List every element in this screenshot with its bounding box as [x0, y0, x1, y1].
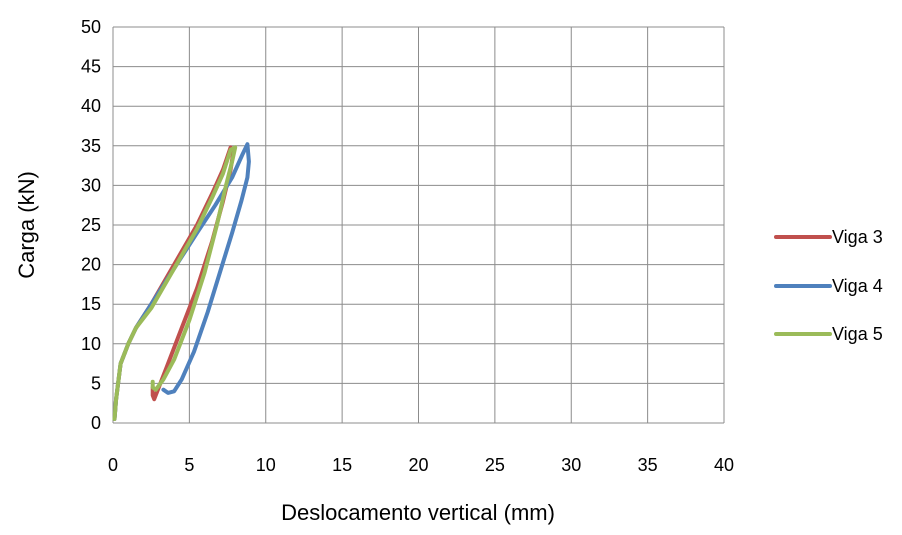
- x-tick-label: 15: [332, 455, 352, 475]
- y-tick-label: 25: [81, 215, 101, 235]
- legend: Viga 3 Viga 4 Viga 5: [774, 227, 883, 344]
- legend-label: Viga 4: [832, 276, 883, 296]
- y-tick-label: 35: [81, 136, 101, 156]
- legend-label: Viga 3: [832, 227, 883, 247]
- x-tick-label: 40: [714, 455, 734, 475]
- y-tick-label: 15: [81, 294, 101, 314]
- x-axis-title: Deslocamento vertical (mm): [281, 500, 555, 525]
- y-tick-label: 30: [81, 175, 101, 195]
- legend-label: Viga 5: [832, 324, 883, 344]
- series-lines: [112, 142, 251, 421]
- y-tick-label: 40: [81, 96, 101, 116]
- x-tick-label: 5: [184, 455, 194, 475]
- x-tick-label: 20: [408, 455, 428, 475]
- x-tick-label: 10: [256, 455, 276, 475]
- tick-labels: 0 5 10 15 20 25 30 35 40 45 50 0 5 10 15 20 25 30 35 40: [81, 17, 734, 475]
- series-line-viga-5: [112, 145, 238, 421]
- y-tick-label: 5: [91, 373, 101, 393]
- y-tick-label: 20: [81, 255, 101, 275]
- x-tick-label: 25: [485, 455, 505, 475]
- x-tick-label: 35: [638, 455, 658, 475]
- grid: [112, 26, 725, 424]
- x-tick-label: 0: [108, 455, 118, 475]
- x-tick-label: 30: [561, 455, 581, 475]
- y-tick-label: 0: [91, 413, 101, 433]
- y-axis-title: Carga (kN): [14, 171, 39, 279]
- y-tick-label: 10: [81, 334, 101, 354]
- y-tick-label: 50: [81, 17, 101, 37]
- y-tick-label: 45: [81, 57, 101, 77]
